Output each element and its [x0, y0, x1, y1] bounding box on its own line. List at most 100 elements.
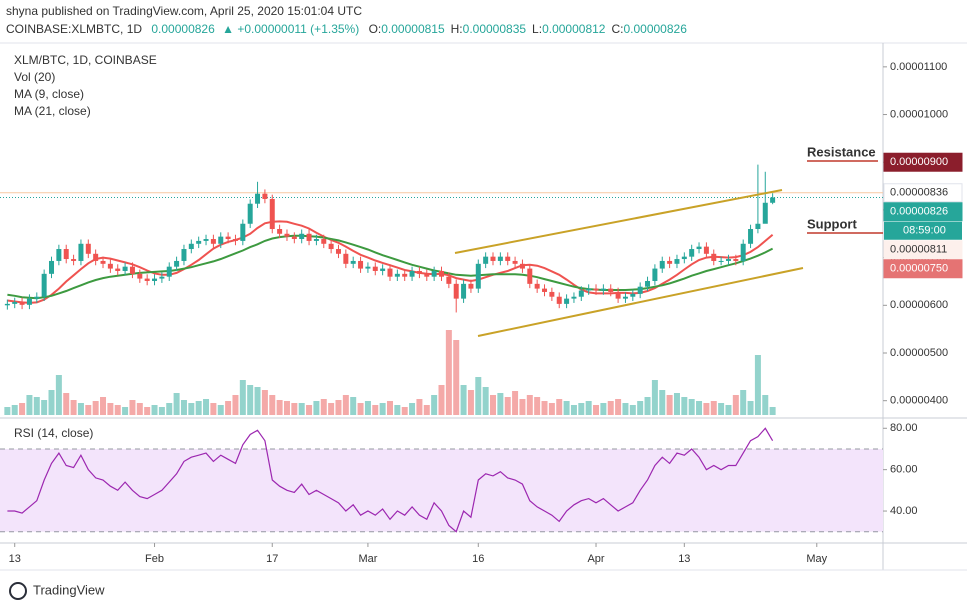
volume-bar — [283, 401, 290, 415]
volume-bar — [673, 393, 680, 415]
volume-bar — [77, 403, 84, 415]
volume-bar — [769, 407, 776, 415]
volume-bar — [48, 390, 55, 415]
y-tick-label: 0.00000500 — [890, 347, 948, 359]
volume-bar — [740, 390, 747, 415]
candle-body — [144, 278, 150, 281]
candle-body — [255, 193, 261, 204]
volume-bar — [173, 393, 180, 415]
volume-bar — [526, 395, 533, 415]
candle-body — [637, 286, 643, 294]
candle-body — [306, 233, 312, 241]
volume-bar — [497, 393, 504, 415]
brand: TradingView — [33, 582, 105, 597]
candle-body — [203, 239, 209, 241]
volume-bar — [519, 399, 526, 415]
rsi-tick-label: 60.00 — [890, 464, 918, 476]
price-label-box — [883, 152, 963, 172]
candle-body — [770, 197, 776, 203]
volume-bar — [467, 390, 474, 415]
price-label-box — [883, 259, 963, 279]
candle-body — [188, 243, 194, 250]
candle-body — [247, 203, 253, 224]
volume-bar — [350, 397, 357, 415]
candle-body — [483, 256, 489, 264]
x-tick-label: 13 — [9, 553, 21, 565]
candle-body — [645, 280, 651, 287]
volume-bar — [423, 405, 430, 415]
candle-body — [512, 260, 518, 264]
candle-body — [461, 283, 467, 299]
volume-bar — [696, 401, 703, 415]
volume-bar — [55, 375, 62, 415]
volume-bar — [217, 405, 224, 415]
volume-bar — [607, 401, 614, 415]
volume-bar — [688, 399, 695, 415]
candle-body — [586, 288, 592, 291]
candle-body — [291, 236, 297, 240]
volume-bar — [534, 397, 541, 415]
candle-body — [269, 198, 275, 229]
y-tick-label: 0.00001000 — [890, 108, 948, 120]
candle-body — [365, 266, 371, 269]
volume-bar — [681, 397, 688, 415]
volume-bar — [276, 400, 283, 415]
trend-line-lower — [477, 267, 804, 337]
plot: XLM/BTC, 1D, COINBASE Vol (20) MA (9, clos… — [0, 53, 963, 565]
volume-bar — [225, 401, 232, 415]
candle-body — [667, 260, 673, 264]
volume-bar — [541, 401, 548, 415]
volume-bar — [570, 405, 577, 415]
candle-body — [497, 256, 503, 261]
volume-bar — [644, 397, 651, 415]
candle-body — [725, 259, 731, 261]
candle-body — [622, 296, 628, 299]
candle-body — [681, 256, 687, 260]
candle-body — [181, 249, 187, 261]
candle-body — [402, 273, 408, 277]
candle-body — [34, 296, 40, 299]
volume-bar — [26, 395, 33, 415]
candle-body — [409, 270, 415, 277]
ohlc-value: 0.00000826 — [623, 22, 687, 36]
candle-body — [313, 239, 319, 241]
candle-body — [225, 236, 231, 240]
candle-body — [593, 288, 599, 291]
candle-body — [659, 260, 665, 269]
volume-bar — [41, 400, 48, 415]
volume-bar — [490, 395, 497, 415]
candle-body — [122, 266, 128, 271]
price-label: 0.00000900 — [890, 156, 948, 168]
candle-body — [335, 249, 341, 254]
volume-bar — [129, 400, 136, 415]
candle-body — [608, 288, 614, 292]
x-tick-label: 17 — [266, 553, 278, 565]
volume-bar — [732, 395, 739, 415]
volume-bar — [306, 405, 313, 415]
volume-bar — [261, 390, 268, 415]
candle-body — [696, 246, 702, 250]
rsi-band — [0, 448, 883, 532]
candle-body — [350, 260, 356, 264]
price-label: 0.00000826 — [890, 206, 948, 218]
volume-bar — [747, 401, 754, 415]
candle-body — [100, 260, 106, 264]
volume-bar — [144, 407, 151, 415]
volume-bar — [364, 401, 371, 415]
volume-bar — [482, 387, 489, 415]
volume-bar — [269, 395, 276, 415]
logo-icon — [9, 582, 27, 600]
candle-body — [505, 256, 511, 261]
price-label: 0.00000750 — [890, 263, 948, 275]
volume-bar — [320, 399, 327, 415]
volume-bar — [416, 399, 423, 415]
volume-bar — [63, 393, 70, 415]
candle-body — [129, 266, 135, 274]
volume-bar — [232, 395, 239, 415]
price-label: 0.00000836 — [890, 187, 948, 199]
volume-bar — [379, 403, 386, 415]
candle-body — [174, 260, 180, 267]
price-label-box — [883, 240, 963, 260]
volume-bar — [556, 399, 563, 415]
